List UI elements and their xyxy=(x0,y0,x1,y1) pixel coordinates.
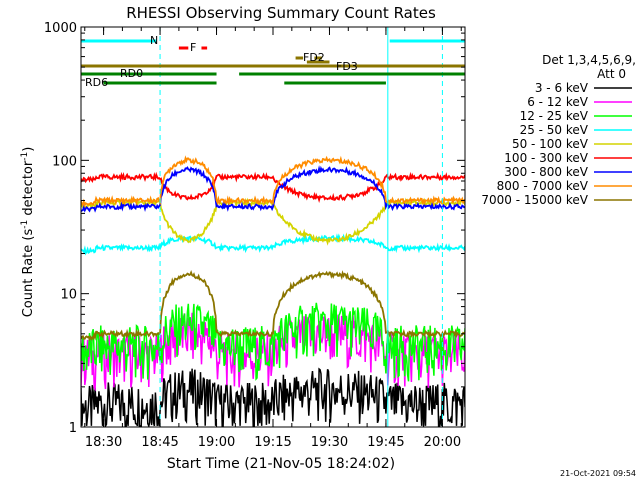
legend-label: 50 - 100 keV xyxy=(512,137,589,151)
legend-label: 7000 - 15000 keV xyxy=(481,193,588,207)
legend-label: 12 - 25 keV xyxy=(520,109,589,123)
legend-label: 300 - 800 keV xyxy=(504,165,588,179)
x-tick-label: 19:45 xyxy=(367,435,404,450)
legend-label: 100 - 300 keV xyxy=(504,151,588,165)
y-axis-label: Count Rate (s-1 detector-1) xyxy=(20,147,36,318)
x-tick-label: 18:45 xyxy=(141,435,178,450)
chart-title: RHESSI Observing Summary Count Rates xyxy=(126,4,436,22)
x-tick-label: 19:30 xyxy=(311,435,348,450)
annotation-f: F xyxy=(190,41,196,54)
series-line-6 xyxy=(81,165,465,213)
x-axis: 18:30 18:45 19:00 19:15 19:30 19:45 20:00 xyxy=(84,27,462,450)
series-line-8 xyxy=(81,270,465,342)
legend-label: 3 - 6 keV xyxy=(535,81,589,95)
legend-label: 25 - 50 keV xyxy=(520,123,589,137)
x-tick-label: 19:00 xyxy=(198,435,235,450)
series-line-2 xyxy=(81,302,465,382)
y-tick-label: 1 xyxy=(69,421,77,436)
y-tick-label: 100 xyxy=(52,154,77,169)
y-tick-label: 1000 xyxy=(44,21,77,36)
timestamp: 21-Oct-2021 09:54 xyxy=(560,469,636,478)
x-tick-label: 18:30 xyxy=(85,435,122,450)
series-line-7 xyxy=(81,155,465,208)
flag-bars xyxy=(81,39,465,85)
legend-label: 6 - 12 keV xyxy=(527,95,589,109)
annotation-rd6: RD6 xyxy=(85,76,108,89)
legend-label: 800 - 7000 keV xyxy=(497,179,589,193)
annotation-rd0: RD0 xyxy=(120,67,143,80)
annotation-fd2: FD2 xyxy=(303,51,325,64)
series-line-3 xyxy=(81,233,465,256)
legend-title-1: Det 1,3,4,5,6,9, xyxy=(542,53,636,67)
annotation-n: N xyxy=(150,34,158,47)
x-tick-label: 19:15 xyxy=(254,435,291,450)
x-axis-label: Start Time (21-Nov-05 18:24:02) xyxy=(167,456,395,472)
x-tick-label: 20:00 xyxy=(424,435,461,450)
series-layer xyxy=(81,155,465,427)
legend-title-2: Att 0 xyxy=(597,67,626,81)
annotation-fd3: FD3 xyxy=(336,60,358,73)
series-line-0 xyxy=(81,367,465,427)
y-axis: 1 10 100 1000 xyxy=(44,21,465,436)
series-line-5 xyxy=(81,171,465,204)
y-tick-label: 10 xyxy=(60,288,77,303)
